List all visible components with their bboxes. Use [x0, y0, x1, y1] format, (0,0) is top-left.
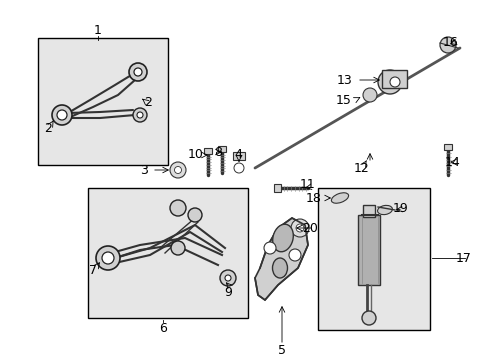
Circle shape	[439, 37, 455, 53]
Bar	[362, 205, 374, 217]
Circle shape	[171, 241, 184, 255]
Ellipse shape	[272, 258, 287, 278]
Circle shape	[133, 108, 147, 122]
Circle shape	[224, 275, 230, 281]
Circle shape	[295, 224, 304, 232]
Text: 12: 12	[353, 162, 369, 175]
Bar	[203, 148, 212, 154]
Circle shape	[362, 88, 376, 102]
Bar	[38, 38, 168, 165]
Text: 13: 13	[336, 73, 351, 86]
Ellipse shape	[331, 193, 348, 203]
Text: 10: 10	[188, 148, 203, 162]
Circle shape	[137, 112, 142, 118]
Circle shape	[96, 246, 120, 270]
Circle shape	[264, 242, 275, 254]
Bar	[232, 152, 244, 160]
Polygon shape	[254, 218, 307, 300]
Circle shape	[187, 208, 202, 222]
Circle shape	[220, 270, 236, 286]
Text: 19: 19	[391, 202, 407, 215]
Text: 17: 17	[455, 252, 471, 265]
Text: 15: 15	[335, 94, 351, 107]
Circle shape	[129, 63, 147, 81]
Circle shape	[288, 249, 301, 261]
Text: 2: 2	[144, 96, 152, 109]
Text: 14: 14	[443, 156, 459, 168]
Text: 1: 1	[94, 23, 102, 36]
Text: 5: 5	[278, 343, 285, 356]
Text: 8: 8	[214, 145, 222, 158]
Circle shape	[170, 162, 185, 178]
Bar	[317, 188, 429, 330]
Bar	[381, 70, 406, 88]
Circle shape	[102, 252, 114, 264]
Bar	[443, 144, 451, 150]
Circle shape	[52, 105, 72, 125]
Bar	[357, 215, 379, 285]
Text: 20: 20	[302, 221, 317, 234]
Circle shape	[361, 311, 375, 325]
Text: 11: 11	[299, 179, 314, 192]
Bar	[218, 146, 225, 152]
Ellipse shape	[377, 206, 392, 215]
Circle shape	[134, 68, 142, 76]
Circle shape	[234, 163, 244, 173]
Circle shape	[174, 166, 181, 174]
Circle shape	[170, 200, 185, 216]
Text: 9: 9	[224, 285, 231, 298]
Bar	[88, 188, 247, 318]
Text: 18: 18	[305, 192, 321, 204]
Circle shape	[389, 77, 399, 87]
Text: 16: 16	[441, 36, 457, 49]
Ellipse shape	[272, 224, 293, 252]
Text: 3: 3	[140, 163, 148, 176]
Circle shape	[377, 70, 401, 94]
Circle shape	[57, 110, 67, 120]
Bar	[273, 184, 281, 192]
Text: 7: 7	[89, 264, 97, 276]
Circle shape	[290, 219, 308, 237]
Text: 2: 2	[44, 122, 52, 135]
Text: 6: 6	[159, 321, 166, 334]
Text: 4: 4	[234, 148, 242, 162]
